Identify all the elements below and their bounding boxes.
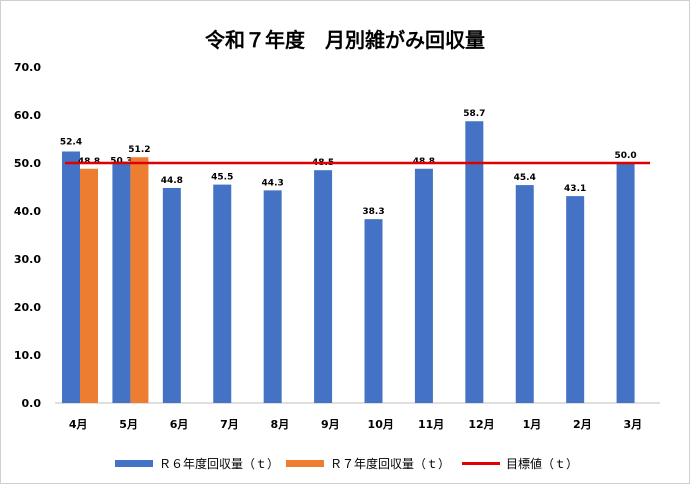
- bar-r6: [465, 121, 484, 404]
- x-tick-label: 4月: [69, 418, 88, 431]
- y-tick-label: 30.0: [14, 253, 41, 266]
- legend-item-target: 目標値（ｔ）: [462, 455, 578, 472]
- bar-r7: [80, 168, 98, 403]
- y-tick-label: 40.0: [14, 205, 41, 218]
- y-tick-label: 60.0: [14, 109, 41, 122]
- legend-swatch-target: [462, 462, 500, 465]
- bar-r7: [130, 157, 149, 403]
- bar-r6: [515, 185, 534, 403]
- y-tick-label: 10.0: [14, 349, 41, 362]
- bar-r6: [566, 196, 585, 403]
- x-tick-label: 6月: [170, 418, 189, 431]
- data-label: 50.3: [110, 157, 132, 167]
- x-tick-label: 9月: [321, 418, 340, 431]
- x-tick-label: 12月: [468, 418, 494, 431]
- x-tick-label: 5月: [119, 418, 138, 431]
- legend-item-r6: Ｒ６年度回収量（ｔ）: [115, 455, 279, 472]
- bar-r6: [314, 170, 333, 403]
- y-tick-label: 0.0: [22, 397, 42, 410]
- bar-r6: [414, 168, 433, 403]
- data-label: 44.3: [262, 178, 284, 188]
- legend-label-r7: Ｒ７年度回収量（ｔ）: [330, 457, 451, 471]
- x-tick-label: 7月: [220, 418, 239, 431]
- x-tick-label: 11月: [418, 418, 444, 431]
- bar-r6: [263, 190, 282, 403]
- chart-legend: Ｒ６年度回収量（ｔ） Ｒ７年度回収量（ｔ） 目標値（ｔ）: [0, 455, 690, 475]
- y-tick-label: 20.0: [14, 301, 41, 314]
- bar-r6: [616, 163, 635, 403]
- y-tick-label: 70.0: [14, 61, 41, 74]
- data-label: 50.0: [614, 151, 636, 161]
- bar-r6: [112, 161, 131, 403]
- data-label: 44.8: [161, 176, 183, 186]
- legend-label-r6: Ｒ６年度回収量（ｔ）: [159, 457, 280, 471]
- data-label: 38.3: [362, 207, 384, 217]
- bar-r6: [364, 219, 383, 403]
- bar-r6: [162, 187, 181, 403]
- data-label: 45.4: [514, 173, 536, 183]
- x-tick-label: 10月: [368, 418, 394, 431]
- x-tick-label: 2月: [573, 418, 592, 431]
- legend-item-r7: Ｒ７年度回収量（ｔ）: [286, 455, 450, 472]
- data-label: 43.1: [564, 184, 586, 194]
- y-tick-label: 50.0: [14, 157, 41, 170]
- legend-label-target: 目標値（ｔ）: [506, 457, 579, 471]
- bar-r6: [62, 151, 80, 403]
- data-label: 45.5: [211, 173, 233, 183]
- data-label: 51.2: [128, 145, 150, 155]
- x-tick-label: 1月: [523, 418, 542, 431]
- bar-r6: [213, 184, 232, 403]
- x-tick-label: 3月: [623, 418, 642, 431]
- x-tick-label: 8月: [271, 418, 290, 431]
- chart-title: 令和７年度 月別雑がみ回収量: [205, 28, 485, 52]
- legend-swatch-r6: [115, 460, 153, 467]
- legend-swatch-r7: [286, 460, 324, 467]
- data-label: 58.7: [463, 109, 485, 119]
- data-label: 52.4: [60, 137, 82, 147]
